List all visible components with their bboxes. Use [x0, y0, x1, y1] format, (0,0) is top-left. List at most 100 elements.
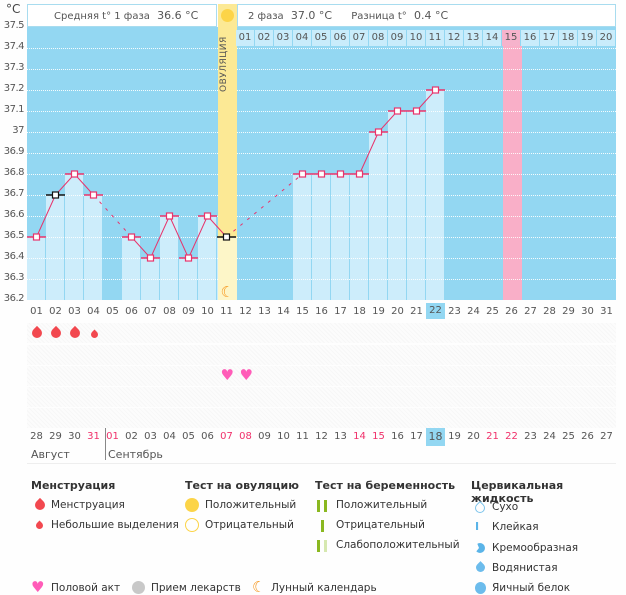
- grid-line: [27, 216, 616, 217]
- calendar-date[interactable]: 05: [182, 431, 195, 442]
- calendar-date[interactable]: 19: [448, 431, 461, 442]
- cycle-day-label[interactable]: 03: [68, 306, 81, 317]
- cycle-day-label[interactable]: 02: [49, 306, 62, 317]
- temperature-bar: [27, 237, 46, 300]
- calendar-date[interactable]: 08: [239, 431, 252, 442]
- cycle-day-label[interactable]: 19: [372, 306, 385, 317]
- calendar-date[interactable]: 13: [334, 431, 347, 442]
- calendar-date[interactable]: 14: [353, 431, 366, 442]
- line-segment-gap: [226, 173, 303, 238]
- post-ovulation-day: 14: [483, 30, 502, 46]
- cycle-day-label[interactable]: 26: [505, 306, 518, 317]
- cycle-day-label[interactable]: 13: [258, 306, 271, 317]
- data-point: [165, 212, 174, 220]
- calendar-date[interactable]: 07: [220, 431, 233, 442]
- calendar-date[interactable]: 30: [68, 431, 81, 442]
- y-tick-label: 36.2: [3, 293, 25, 304]
- legend-ovulation-negative: Отрицательный: [205, 519, 294, 531]
- calendar-date[interactable]: 20: [467, 431, 480, 442]
- cycle-day-label[interactable]: 07: [144, 306, 157, 317]
- line-segment: [36, 194, 56, 238]
- cycle-day-label[interactable]: 27: [524, 306, 537, 317]
- cycle-day-label[interactable]: 30: [581, 306, 594, 317]
- legend-cervical-watery: Водянистая: [492, 562, 558, 574]
- calendar-date[interactable]: 09: [258, 431, 271, 442]
- cycle-day-label[interactable]: 14: [277, 306, 290, 317]
- grid-line: [27, 258, 616, 259]
- cycle-day-label[interactable]: 06: [125, 306, 138, 317]
- cycle-day-label[interactable]: 05: [106, 306, 119, 317]
- calendar-date[interactable]: 03: [144, 431, 157, 442]
- cycle-day-label[interactable]: 01: [30, 306, 43, 317]
- cycle-day-label[interactable]: 12: [239, 306, 252, 317]
- divider: [27, 463, 616, 464]
- cycle-day-label[interactable]: 11: [220, 306, 233, 317]
- legend-ovulation-test-title: Тест на овуляцию: [185, 479, 299, 492]
- medication-icon: [132, 581, 145, 594]
- legend-cervical-title: Цервикальная жидкость: [471, 479, 564, 505]
- calendar-date[interactable]: 22: [505, 431, 518, 442]
- cycle-day-label[interactable]: 21: [410, 306, 423, 317]
- line-segment: [188, 215, 208, 259]
- cycle-day-label[interactable]: 29: [562, 306, 575, 317]
- cycle-day-label[interactable]: 08: [163, 306, 176, 317]
- y-tick-label: 37.2: [3, 83, 25, 94]
- cycle-day-label[interactable]: 28: [543, 306, 556, 317]
- cycle-day-label[interactable]: 10: [201, 306, 214, 317]
- legend-moon-calendar: Лунный календарь: [271, 582, 377, 594]
- temperature-bar: [84, 195, 103, 300]
- calendar-date[interactable]: 29: [49, 431, 62, 442]
- calendar-date[interactable]: 23: [524, 431, 537, 442]
- line-segment: [169, 215, 189, 259]
- legend-cervical-eggwhite: Яичный белок: [492, 582, 571, 594]
- legend-cervical-dry: Сухо: [492, 501, 519, 513]
- post-ovulation-day: 16: [521, 30, 540, 46]
- calendar-date[interactable]: 31: [87, 431, 100, 442]
- calendar-date[interactable]: 17: [410, 431, 423, 442]
- y-tick-label: 37.3: [3, 62, 25, 73]
- pregnancy-weak-icon-a: [317, 540, 320, 552]
- menstruation-row: [27, 323, 616, 343]
- cycle-day-label[interactable]: 09: [182, 306, 195, 317]
- grid-line: [27, 153, 616, 154]
- calendar-date[interactable]: 16: [391, 431, 404, 442]
- cycle-day-label[interactable]: 16: [315, 306, 328, 317]
- calendar-date[interactable]: 15: [372, 431, 385, 442]
- legend-spotting: Небольшие выделения: [51, 519, 179, 531]
- calendar-date[interactable]: 24: [543, 431, 556, 442]
- cycle-day-label[interactable]: 24: [467, 306, 480, 317]
- calendar-date[interactable]: 18: [426, 428, 445, 446]
- calendar-date[interactable]: 26: [581, 431, 594, 442]
- cycle-day-label[interactable]: 20: [391, 306, 404, 317]
- calendar-date[interactable]: 21: [486, 431, 499, 442]
- calendar-date[interactable]: 01: [106, 431, 119, 442]
- post-ovulation-day: 12: [445, 30, 464, 46]
- calendar-date[interactable]: 27: [600, 431, 613, 442]
- cycle-day-label[interactable]: 04: [87, 306, 100, 317]
- pregnancy-negative-icon: [321, 520, 324, 532]
- legend-pregnancy-weak: Слабоположительный: [336, 539, 460, 551]
- phase2-summary: 2 фаза 37.0 °C Разница t° 0.4 °C: [237, 4, 616, 27]
- cycle-day-label[interactable]: 18: [353, 306, 366, 317]
- ovulation-positive-icon: [221, 9, 234, 22]
- cycle-day-label[interactable]: 31: [600, 306, 613, 317]
- calendar-date[interactable]: 25: [562, 431, 575, 442]
- month-august: Август: [31, 448, 70, 461]
- calendar-date[interactable]: 28: [30, 431, 43, 442]
- calendar-date[interactable]: 04: [163, 431, 176, 442]
- post-ovulation-day: 09: [388, 30, 407, 46]
- cycle-day-label[interactable]: 15: [296, 306, 309, 317]
- calendar-date[interactable]: 02: [125, 431, 138, 442]
- calendar-date[interactable]: 10: [277, 431, 290, 442]
- pregnancy-weak-icon-b: [324, 540, 327, 552]
- y-tick-label: 36.5: [3, 230, 25, 241]
- calendar-date[interactable]: 06: [201, 431, 214, 442]
- y-tick-label: 36.3: [3, 272, 25, 283]
- calendar-date[interactable]: 12: [315, 431, 328, 442]
- cycle-day-label[interactable]: 22: [426, 303, 445, 319]
- calendar-date[interactable]: 11: [296, 431, 309, 442]
- cycle-day-label[interactable]: 23: [448, 306, 461, 317]
- cycle-day-label[interactable]: 17: [334, 306, 347, 317]
- cycle-day-label[interactable]: 25: [486, 306, 499, 317]
- phase2-value: 37.0 °C: [290, 9, 333, 22]
